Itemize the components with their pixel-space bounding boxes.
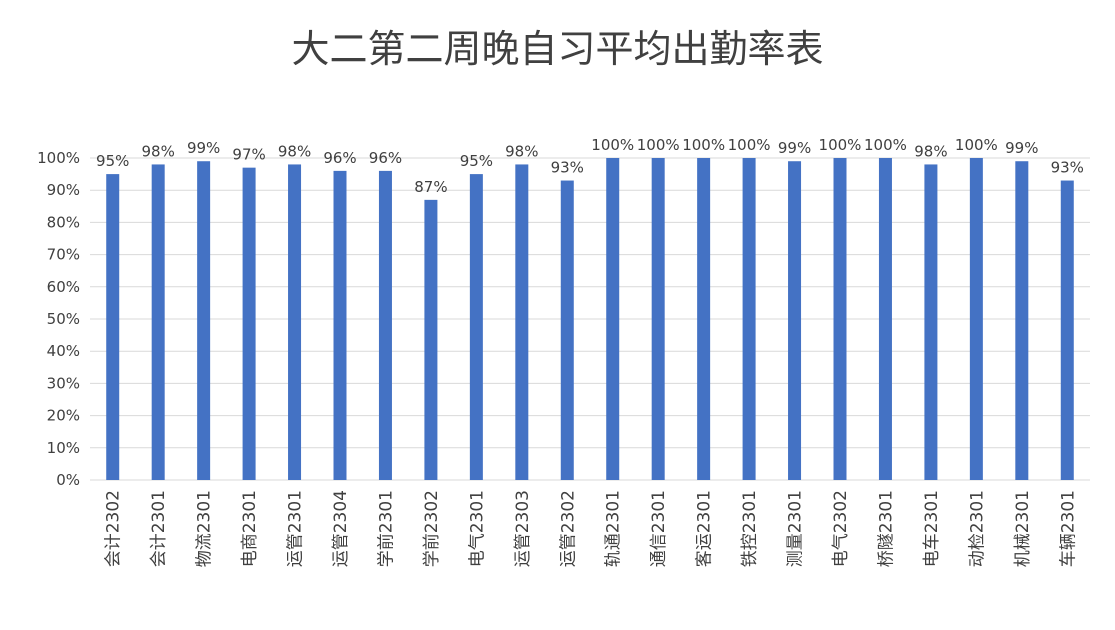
bar bbox=[151, 164, 165, 480]
bar bbox=[742, 158, 756, 480]
bar bbox=[606, 158, 620, 480]
category-label: 运管2303 bbox=[513, 490, 533, 567]
bar bbox=[1015, 161, 1029, 480]
category-label: 铁控2301 bbox=[740, 490, 760, 567]
data-label: 99% bbox=[778, 139, 811, 157]
data-label: 93% bbox=[551, 159, 584, 177]
bar bbox=[924, 164, 938, 480]
category-label: 运管2304 bbox=[331, 490, 351, 567]
x-axis-categories: 会计2302 会计2301 物流2301 电商2301 运管2301 运管2304 学前23… bbox=[104, 490, 1079, 567]
y-tick-label: 10% bbox=[47, 439, 80, 457]
data-labels: 95%98% 99% 97% 98% 96% 96%87%95%98%93%100% 100… bbox=[96, 136, 1084, 196]
data-label: 100% bbox=[591, 136, 634, 154]
y-tick-label: 50% bbox=[47, 310, 80, 328]
y-tick-label: 40% bbox=[47, 342, 80, 360]
bar bbox=[878, 158, 892, 480]
category-label: 客运2301 bbox=[695, 490, 715, 567]
y-tick-label: 70% bbox=[47, 246, 80, 264]
bar bbox=[788, 161, 802, 480]
bar bbox=[697, 158, 711, 480]
bar bbox=[333, 170, 347, 480]
category-label: 车辆2301 bbox=[1058, 490, 1078, 567]
bar bbox=[106, 174, 120, 480]
category-label: 运管2301 bbox=[286, 490, 306, 567]
category-label: 运管2302 bbox=[558, 490, 578, 567]
bar bbox=[969, 158, 983, 480]
data-label: 98% bbox=[142, 142, 175, 160]
y-axis-ticks: 0% 10% 20% 30% 40% 50% 60% 70% 80% 90% 100% bbox=[37, 149, 80, 489]
data-label: 100% bbox=[637, 136, 680, 154]
data-label: 100% bbox=[682, 136, 725, 154]
bar bbox=[1060, 180, 1074, 481]
y-tick-label: 20% bbox=[47, 407, 80, 425]
data-label: 100% bbox=[864, 136, 907, 154]
category-label: 学前2302 bbox=[422, 490, 442, 567]
bar bbox=[424, 199, 438, 481]
y-tick-label: 90% bbox=[47, 181, 80, 199]
data-label: 98% bbox=[914, 142, 947, 160]
data-label: 100% bbox=[728, 136, 771, 154]
y-tick-label: 30% bbox=[47, 374, 80, 392]
data-label: 96% bbox=[369, 149, 402, 167]
data-label: 98% bbox=[278, 142, 311, 160]
data-label: 87% bbox=[414, 178, 447, 196]
bar bbox=[651, 158, 665, 480]
y-tick-label: 100% bbox=[37, 149, 80, 167]
category-label: 物流2301 bbox=[195, 490, 215, 567]
category-label: 电气2302 bbox=[831, 490, 851, 567]
category-label: 机械2301 bbox=[1013, 490, 1033, 567]
data-label: 97% bbox=[232, 146, 265, 164]
data-label: 99% bbox=[187, 139, 220, 157]
category-label: 测量2301 bbox=[786, 490, 806, 567]
category-label: 通信2301 bbox=[649, 490, 669, 567]
bar bbox=[469, 174, 483, 480]
category-label: 学前2301 bbox=[376, 490, 396, 567]
bar bbox=[288, 164, 302, 480]
bar bbox=[560, 180, 574, 481]
bar bbox=[378, 170, 392, 480]
category-label: 轨通2301 bbox=[604, 490, 624, 567]
bar bbox=[197, 161, 211, 480]
data-label: 100% bbox=[955, 136, 998, 154]
category-label: 电车2301 bbox=[922, 490, 942, 567]
data-label: 96% bbox=[323, 149, 356, 167]
category-label: 动检2301 bbox=[967, 490, 987, 567]
data-label: 95% bbox=[460, 152, 493, 170]
y-tick-label: 0% bbox=[56, 471, 80, 489]
bar bbox=[242, 167, 256, 480]
bar bbox=[515, 164, 529, 480]
data-label: 95% bbox=[96, 152, 129, 170]
data-label: 100% bbox=[819, 136, 862, 154]
chart-title: 大二第二周晚自习平均出勤率表 bbox=[291, 27, 824, 71]
category-label: 桥隧2301 bbox=[876, 490, 896, 567]
bar bbox=[833, 158, 847, 480]
y-tick-label: 60% bbox=[47, 278, 80, 296]
category-label: 电商2301 bbox=[240, 490, 260, 567]
y-tick-label: 80% bbox=[47, 213, 80, 231]
category-label: 会计2302 bbox=[104, 490, 124, 567]
data-label: 93% bbox=[1051, 159, 1084, 177]
gridlines bbox=[90, 157, 1090, 481]
bars bbox=[106, 158, 1074, 481]
category-label: 电气2301 bbox=[467, 490, 487, 567]
data-label: 98% bbox=[505, 142, 538, 160]
data-label: 99% bbox=[1005, 139, 1038, 157]
category-label: 会计2301 bbox=[149, 490, 169, 567]
